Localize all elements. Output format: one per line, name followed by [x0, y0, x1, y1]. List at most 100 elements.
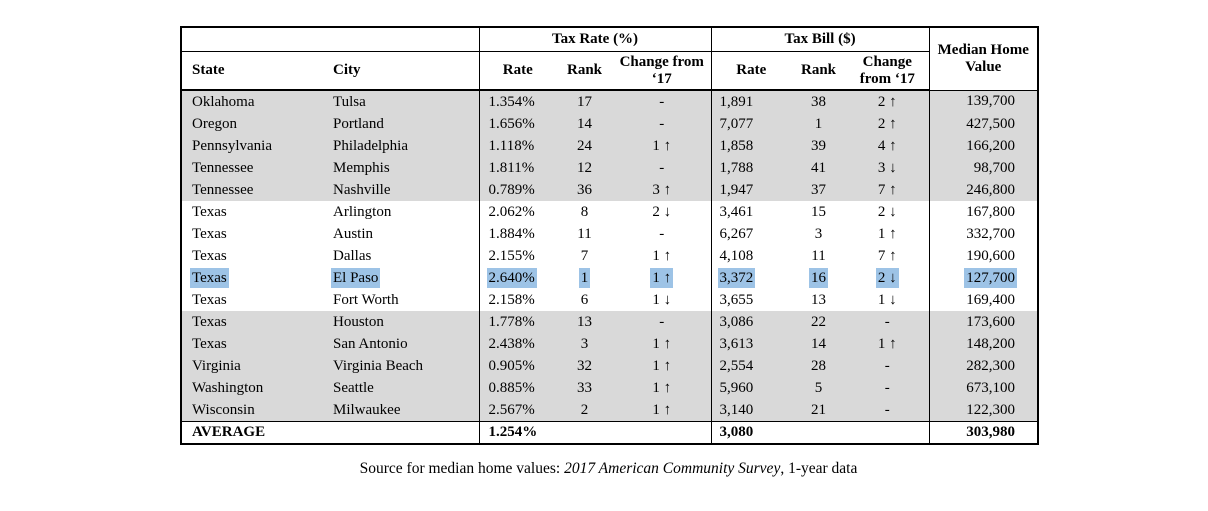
tax-rate-rank-cell: 1 [580, 269, 589, 286]
city-column-header: City [323, 51, 479, 91]
table-row: Oregon Portland 1.656% 14 - 7,077 1 2 ↑ … [181, 113, 1039, 135]
tax-bill-rank-cell: 1 [791, 113, 847, 135]
table-row: Texas San Antonio 2.438% 3 1 ↑ 3,613 14 … [181, 333, 1039, 355]
state-cell: Tennessee [181, 157, 323, 179]
median-home-value-cell: 98,700 [928, 157, 1039, 179]
state-cell: Texas [192, 291, 227, 308]
average-row: AVERAGE 1.254% 3,080 303,980 [181, 421, 1039, 444]
tax-rate-change-cell: 1 ↑ [613, 399, 712, 422]
tax-rate-rank-cell: 3 [556, 333, 613, 355]
state-cell: Texas [192, 269, 227, 286]
tax-rate-change-cell: - [613, 90, 712, 113]
tax-rate-rank-cell: 8 [580, 203, 589, 220]
tax-bill-rank-header: Rank [791, 51, 847, 91]
state-cell: Texas [192, 247, 227, 264]
city-cell: Austin [333, 225, 374, 242]
tax-rate-cell: 2.155% [478, 245, 556, 267]
tax-rate-rank-cell: 32 [556, 355, 613, 377]
median-home-value-cell: 167,800 [928, 201, 1039, 223]
average-median-home-value: 303,980 [928, 421, 1039, 444]
tax-rate-cell: 1.811% [478, 157, 556, 179]
tax-rate-cell: 2.640% [478, 267, 556, 289]
tax-rate-change-cell: 1 ↑ [652, 247, 672, 264]
table-row: Virginia Virginia Beach 0.905% 32 1 ↑ 2,… [181, 355, 1039, 377]
tax-rate-cell: 2.158% [478, 289, 556, 311]
median-home-value-cell: 122,300 [928, 399, 1039, 422]
tax-rate-rank-cell: 2 [556, 399, 613, 422]
state-cell: Texas [181, 333, 323, 355]
table-row: Wisconsin Milwaukee 2.567% 2 1 ↑ 3,140 2… [181, 399, 1039, 422]
tax-bill-cell: 1,858 [710, 135, 792, 157]
corner-cell [181, 27, 479, 52]
tax-rate-rank-cell: 6 [580, 291, 589, 308]
tax-rate-cell: 1.778% [478, 311, 556, 333]
table-row: Oklahoma Tulsa 1.354% 17 - 1,891 38 2 ↑ … [181, 90, 1039, 113]
tax-rate-cell: 2.567% [478, 399, 556, 422]
table-row: Texas Houston 1.778% 13 - 3,086 22 - 173… [181, 311, 1039, 333]
tax-bill-cell: 6,267 [710, 223, 792, 245]
tax-rate-cell: 1.884% [478, 223, 556, 245]
column-header-row: State City Rate Rank Change from ‘17 Rat… [181, 51, 1038, 91]
tax-rate-rank-cell: 11 [577, 225, 592, 242]
tax-bill-cell: 3,613 [710, 333, 792, 355]
tax-bill-cell: 3,372 [710, 267, 792, 289]
state-cell: Texas [192, 203, 227, 220]
city-cell: Fort Worth [333, 291, 399, 308]
tax-rate-rank-cell: 17 [556, 90, 613, 113]
source-note: Source for median home values: 2017 Amer… [180, 460, 1037, 478]
tax-rate-change-cell: 3 ↑ [613, 179, 712, 201]
city-cell: Philadelphia [323, 135, 479, 157]
tax-bill-change-header: Change from ‘17 [846, 51, 930, 91]
median-home-value-cell: 673,100 [928, 377, 1039, 399]
tax-bill-rank-cell: 5 [791, 377, 847, 399]
state-column-header: State [181, 51, 323, 91]
tax-bill-cell: 1,947 [710, 179, 792, 201]
tax-bill-change-cell: 2 ↑ [846, 113, 930, 135]
average-tax-rate: 1.254% [478, 421, 712, 444]
tax-bill-rank-cell: 37 [791, 179, 847, 201]
tax-rate-rank-cell: 13 [556, 311, 613, 333]
state-cell: Wisconsin [181, 399, 323, 422]
table-row: Texas Fort Worth 2.158% 6 1 ↓ 3,655 13 1… [181, 289, 1039, 311]
tax-rate-change-cell: 1 ↓ [652, 291, 672, 308]
tax-bill-change-cell: 3 ↓ [846, 157, 930, 179]
property-tax-table: Tax Rate (%) Tax Bill ($) Median Home Va… [180, 26, 1040, 445]
table-row: Texas Austin 1.884% 11 - 6,267 3 1 ↑ 332… [181, 223, 1039, 245]
tax-bill-rank-cell: 38 [791, 90, 847, 113]
tax-rate-change-cell: - [613, 311, 712, 333]
tax-bill-cell: 2,554 [710, 355, 792, 377]
tax-rate-change-cell: 1 ↑ [613, 355, 712, 377]
state-cell: Tennessee [181, 179, 323, 201]
tax-bill-rank-cell: 41 [791, 157, 847, 179]
median-home-value-cell: 139,700 [928, 90, 1039, 113]
tax-rate-cell: 1.118% [478, 135, 556, 157]
median-home-value-cell: 127,700 [928, 267, 1039, 289]
source-note-survey-title: 2017 American Community Survey [564, 460, 781, 477]
state-cell: Texas [192, 225, 227, 242]
tax-bill-rank-cell: 21 [791, 399, 847, 422]
tax-bill-change-cell: 2 ↑ [846, 90, 930, 113]
median-home-value-cell: 169,400 [928, 289, 1039, 311]
tax-bill-cell: 3,461 [710, 201, 792, 223]
tax-rate-rank-cell: 14 [556, 113, 613, 135]
city-cell: El Paso [333, 269, 379, 286]
tax-rate-rank-cell: 33 [556, 377, 613, 399]
median-home-value-cell: 166,200 [928, 135, 1039, 157]
source-note-suffix: , 1-year data [780, 460, 858, 477]
tax-bill-cell: 4,108 [710, 245, 792, 267]
average-tax-bill: 3,080 [710, 421, 930, 444]
tax-bill-change-cell: - [846, 355, 930, 377]
tax-bill-cell: 3,086 [710, 311, 792, 333]
tax-bill-change-cell: 7 ↑ [877, 247, 897, 264]
tax-rate-rate-header: Rate [478, 51, 556, 91]
city-cell: San Antonio [323, 333, 479, 355]
tax-rate-change-cell: 1 ↑ [613, 377, 712, 399]
city-cell: Virginia Beach [323, 355, 479, 377]
tax-rate-rank-header: Rank [556, 51, 613, 91]
state-cell: Virginia [181, 355, 323, 377]
tax-rate-group-header: Tax Rate (%) [478, 27, 712, 52]
tax-bill-change-cell: - [846, 311, 930, 333]
median-home-value-cell: 148,200 [928, 333, 1039, 355]
tax-bill-rank-cell: 28 [791, 355, 847, 377]
